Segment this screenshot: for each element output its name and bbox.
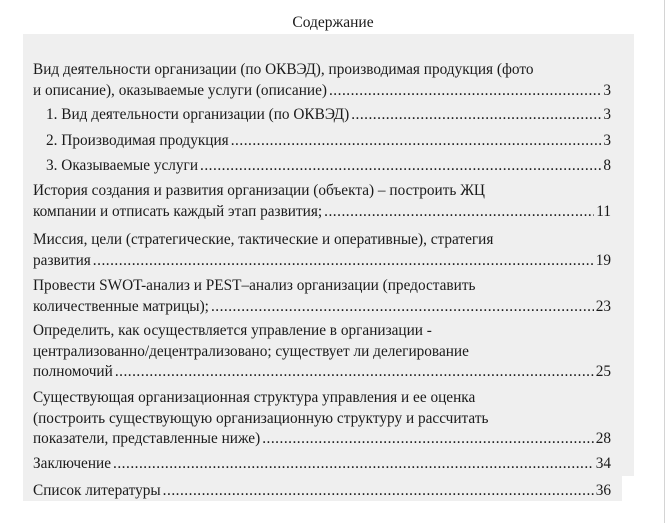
toc-page-number: 3 [603, 132, 611, 149]
dot-leader [200, 156, 601, 177]
toc-entry[interactable]: Существующая организационная структура у… [33, 388, 611, 450]
toc-entry-text: развития [33, 251, 91, 269]
dot-leader [113, 454, 594, 475]
toc-page-number: 28 [595, 430, 611, 447]
toc-page-number: 25 [595, 363, 611, 380]
toc-entry-text: и описание), оказываемые услуги (описани… [33, 81, 327, 99]
toc-page-number: 34 [595, 455, 611, 472]
toc-entry[interactable]: 3. Оказываемые услуги 8 [33, 156, 611, 177]
toc-entry-text: 2. Производимая продукция [46, 132, 229, 149]
toc-entry-text-line: Вид деятельности организации (по ОКВЭД),… [33, 61, 534, 78]
toc-page-number: 23 [595, 297, 611, 315]
toc-entry[interactable]: История создания и развития организации … [33, 181, 611, 222]
toc-entry-text-line: Миссия, цели (стратегические, тактически… [33, 231, 494, 248]
toc-entry-text-line: Определить, как осуществляется управлени… [33, 322, 432, 339]
toc-entry-text: показатели, представленные ниже) [33, 430, 261, 447]
dot-leader [351, 105, 601, 126]
dot-leader [231, 131, 602, 152]
toc-entry[interactable]: Заключение 34 [33, 454, 611, 475]
toc-entry-text-line: (построить существующую организационную … [33, 409, 489, 427]
toc-entry[interactable]: Определить, как осуществляется управлени… [33, 321, 611, 383]
dot-leader [163, 481, 594, 502]
toc-entry[interactable]: Вид деятельности организации (по ОКВЭД),… [33, 60, 611, 101]
toc-entry-text: 3. Оказываемые услуги [46, 157, 199, 174]
toc-page-number: 36 [595, 482, 611, 499]
toc-page-number: 3 [603, 81, 611, 99]
page-edge [664, 0, 665, 523]
toc-entry[interactable]: Список литературы 36 [33, 481, 611, 502]
toc-entry-text: Список литературы [33, 482, 161, 499]
toc-entry-text: полномочий [33, 363, 113, 380]
toc-entry-text: 1. Вид деятельности организации (по ОКВЭ… [46, 106, 350, 123]
toc-entry-text-line: Провести SWOT-анализ и PEST–анализ орган… [33, 277, 476, 294]
toc-entry[interactable]: Миссия, цели (стратегические, тактически… [33, 230, 611, 271]
dot-leader [211, 297, 594, 318]
toc-entry-text-line: Существующая организационная структура у… [33, 389, 476, 406]
dot-leader [93, 251, 594, 272]
dot-leader [262, 429, 594, 450]
dot-leader [324, 202, 594, 223]
toc-entry[interactable]: 2. Производимая продукция 3 [33, 131, 611, 152]
toc-page-number: 19 [595, 251, 611, 269]
toc-entry[interactable]: Провести SWOT-анализ и PEST–анализ орган… [33, 276, 611, 317]
toc-entry[interactable]: 1. Вид деятельности организации (по ОКВЭ… [33, 105, 611, 126]
dot-leader [329, 81, 601, 102]
toc-entry-text: количественные матрицы); [33, 297, 209, 315]
toc-page-number: 8 [603, 157, 611, 174]
toc-entry-text-line: История создания и развития организации … [33, 182, 485, 199]
toc-page-number: 3 [603, 106, 611, 123]
dot-leader [115, 362, 594, 383]
toc-entry-text-line: централизованно/децентрализовано; сущест… [33, 342, 469, 360]
toc-entry-text: компании и отписать каждый этап развития… [33, 202, 323, 220]
toc-entry-text: Заключение [33, 455, 112, 472]
toc-title: Содержание [292, 14, 374, 31]
toc-page-number: 11 [596, 202, 611, 220]
